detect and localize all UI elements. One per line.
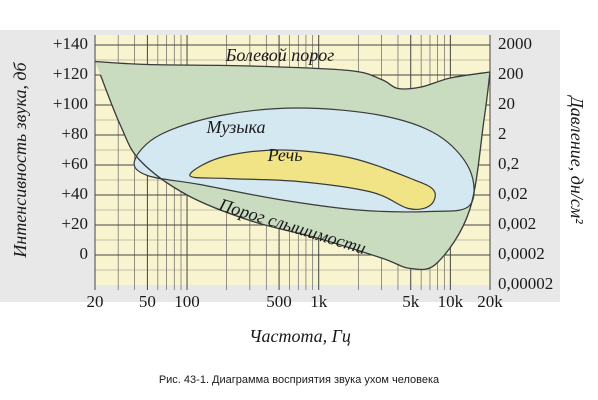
threshold-line xyxy=(99,71,491,271)
series-label: Речь xyxy=(267,145,303,165)
y-tick-label: +40 xyxy=(61,184,88,203)
y-tick-label: +60 xyxy=(61,154,88,173)
y-tick-label: +100 xyxy=(53,94,88,113)
x-tick-label: 500 xyxy=(266,292,292,311)
y2-tick-label: 0,02 xyxy=(498,184,528,203)
y-tick-label: 0 xyxy=(80,244,89,263)
series-label: Музыка xyxy=(206,117,266,137)
y2-tick-label: 0,00002 xyxy=(498,274,553,293)
y2-tick-label: 0,0002 xyxy=(498,244,545,263)
x-tick-label: 20 xyxy=(87,292,104,311)
x-tick-label: 20k xyxy=(477,292,503,311)
y2-tick-label: 2 xyxy=(498,124,507,143)
y2-tick-label: 200 xyxy=(498,64,524,83)
y-tick-label: +140 xyxy=(53,34,88,53)
y-tick-label: +20 xyxy=(61,214,88,233)
y2-tick-label: 0,2 xyxy=(498,154,519,173)
region xyxy=(189,149,436,211)
y2-tick-label: 20 xyxy=(498,94,515,113)
x-tick-label: 1k xyxy=(310,292,328,311)
regions xyxy=(94,60,491,271)
x-tick-label: 5k xyxy=(402,292,420,311)
caption: Рис. 43-1. Диаграмма восприятия звука ух… xyxy=(159,374,440,386)
x-tick-label: 10k xyxy=(438,292,464,311)
y2-axis-label: Давление, дн/см² xyxy=(567,94,587,224)
x-tick-label: 100 xyxy=(174,292,200,311)
y2-tick-label: 2000 xyxy=(498,34,532,53)
x-axis-label: Частота, Гц xyxy=(249,326,351,346)
y-tick-label: +120 xyxy=(53,64,88,83)
x-tick-label: 50 xyxy=(139,292,156,311)
y2-tick-label: 0,002 xyxy=(498,214,536,233)
y-tick-label: +80 xyxy=(61,124,88,143)
y-axis-label: Интенсивность звука, дб xyxy=(10,61,30,258)
threshold-line xyxy=(94,60,491,90)
series-label: Болевой порог xyxy=(225,45,335,65)
